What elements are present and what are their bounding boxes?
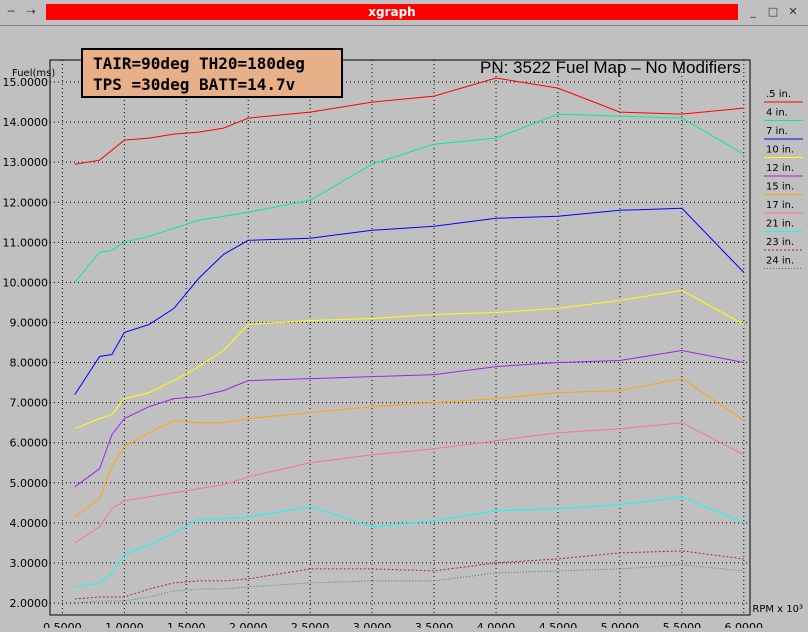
minimize-icon[interactable]: _ [750, 5, 756, 18]
y-tick-label: 12.0000 [3, 196, 49, 209]
y-tick-label: 9.0000 [10, 316, 49, 329]
fuel-map-plot: 0.5000 1.0000 1.5000 2.0000 2.5000 3.0000 3.50… [3, 59, 803, 632]
conditions-line-2: TPS =30deg BATT=14.7v [93, 75, 296, 94]
y-tick-label: 2.0000 [10, 597, 49, 610]
series-line-4 [74, 289, 745, 430]
window-titlebar: ─ ⇢ xgraph _ □ ✕ [0, 0, 808, 26]
y-tick-label: 6.0000 [10, 437, 49, 450]
y-tick-label: 13.0000 [3, 156, 49, 169]
legend-label: 7 in. [766, 126, 788, 137]
y-tick-label: 15.0000 [3, 76, 49, 89]
chart-area: 0.5000 1.0000 1.5000 2.0000 2.5000 3.0000 3.50… [0, 26, 808, 632]
x-tick-label: 1.0000 [105, 621, 144, 628]
conditions-box: TAIR=90deg TH20=180deg TPS =30deg BATT=1… [81, 48, 343, 98]
y-tick-label: 7.0000 [10, 397, 49, 410]
legend-label: 21 in. [766, 219, 794, 230]
y-tick-label: 8.0000 [10, 357, 49, 370]
x-tick-label: 4.5000 [539, 621, 578, 628]
y-tick-label: 14.0000 [3, 116, 49, 129]
series-line-8 [74, 496, 744, 588]
series-line-9 [74, 550, 744, 600]
x-axis-label: RPM x 10³ [752, 604, 803, 615]
legend-label: 10 in. [766, 145, 794, 156]
maximize-icon[interactable]: □ [767, 5, 779, 18]
x-tick-label: 3.5000 [415, 621, 454, 628]
series-line-5 [74, 349, 744, 488]
legend-label: 23 in. [766, 237, 794, 248]
legend-label: 15 in. [766, 182, 794, 193]
y-tick-label: 5.0000 [10, 477, 49, 490]
legend-label: 4 in. [766, 108, 788, 119]
plot-frame [49, 59, 751, 616]
window-menu-icon[interactable]: ─ [7, 5, 15, 18]
series-line-3 [74, 207, 745, 395]
y-axis-label: Fuel(ms) [12, 68, 55, 79]
chart-headline: PN: 3522 Fuel Map – No Modifiers [480, 58, 741, 77]
legend-label: 17 in. [766, 200, 794, 211]
x-tick-label: 3.0000 [353, 621, 392, 628]
pin-icon[interactable]: ⇢ [26, 5, 36, 18]
y-tick-label: 10.0000 [3, 276, 49, 289]
series-line-7 [74, 422, 745, 544]
x-tick-label: 4.0000 [477, 621, 516, 628]
x-tick-label: 5.0000 [601, 621, 640, 628]
x-tick-label: 2.0000 [229, 621, 268, 628]
legend-label: 24 in. [766, 256, 794, 267]
x-tick-label: 1.5000 [167, 621, 206, 628]
legend-label: 12 in. [766, 163, 794, 174]
x-tick-label: 5.5000 [663, 621, 702, 628]
series-line-10 [74, 564, 744, 604]
x-tick-label: 2.5000 [291, 621, 330, 628]
x-tick-label: 6.0000 [725, 621, 764, 628]
close-icon[interactable]: ✕ [788, 5, 798, 18]
x-tick-label: 0.5000 [43, 621, 82, 628]
legend-label: .5 in. [766, 89, 791, 100]
series-line-2 [74, 113, 745, 283]
series-line-1 [74, 77, 744, 165]
y-tick-label: 3.0000 [10, 557, 49, 570]
series-line-6 [74, 378, 745, 518]
conditions-line-1: TAIR=90deg TH20=180deg [93, 54, 305, 73]
y-tick-label: 11.0000 [3, 236, 49, 249]
window-title: xgraph [46, 4, 738, 20]
y-tick-label: 4.0000 [10, 517, 49, 530]
